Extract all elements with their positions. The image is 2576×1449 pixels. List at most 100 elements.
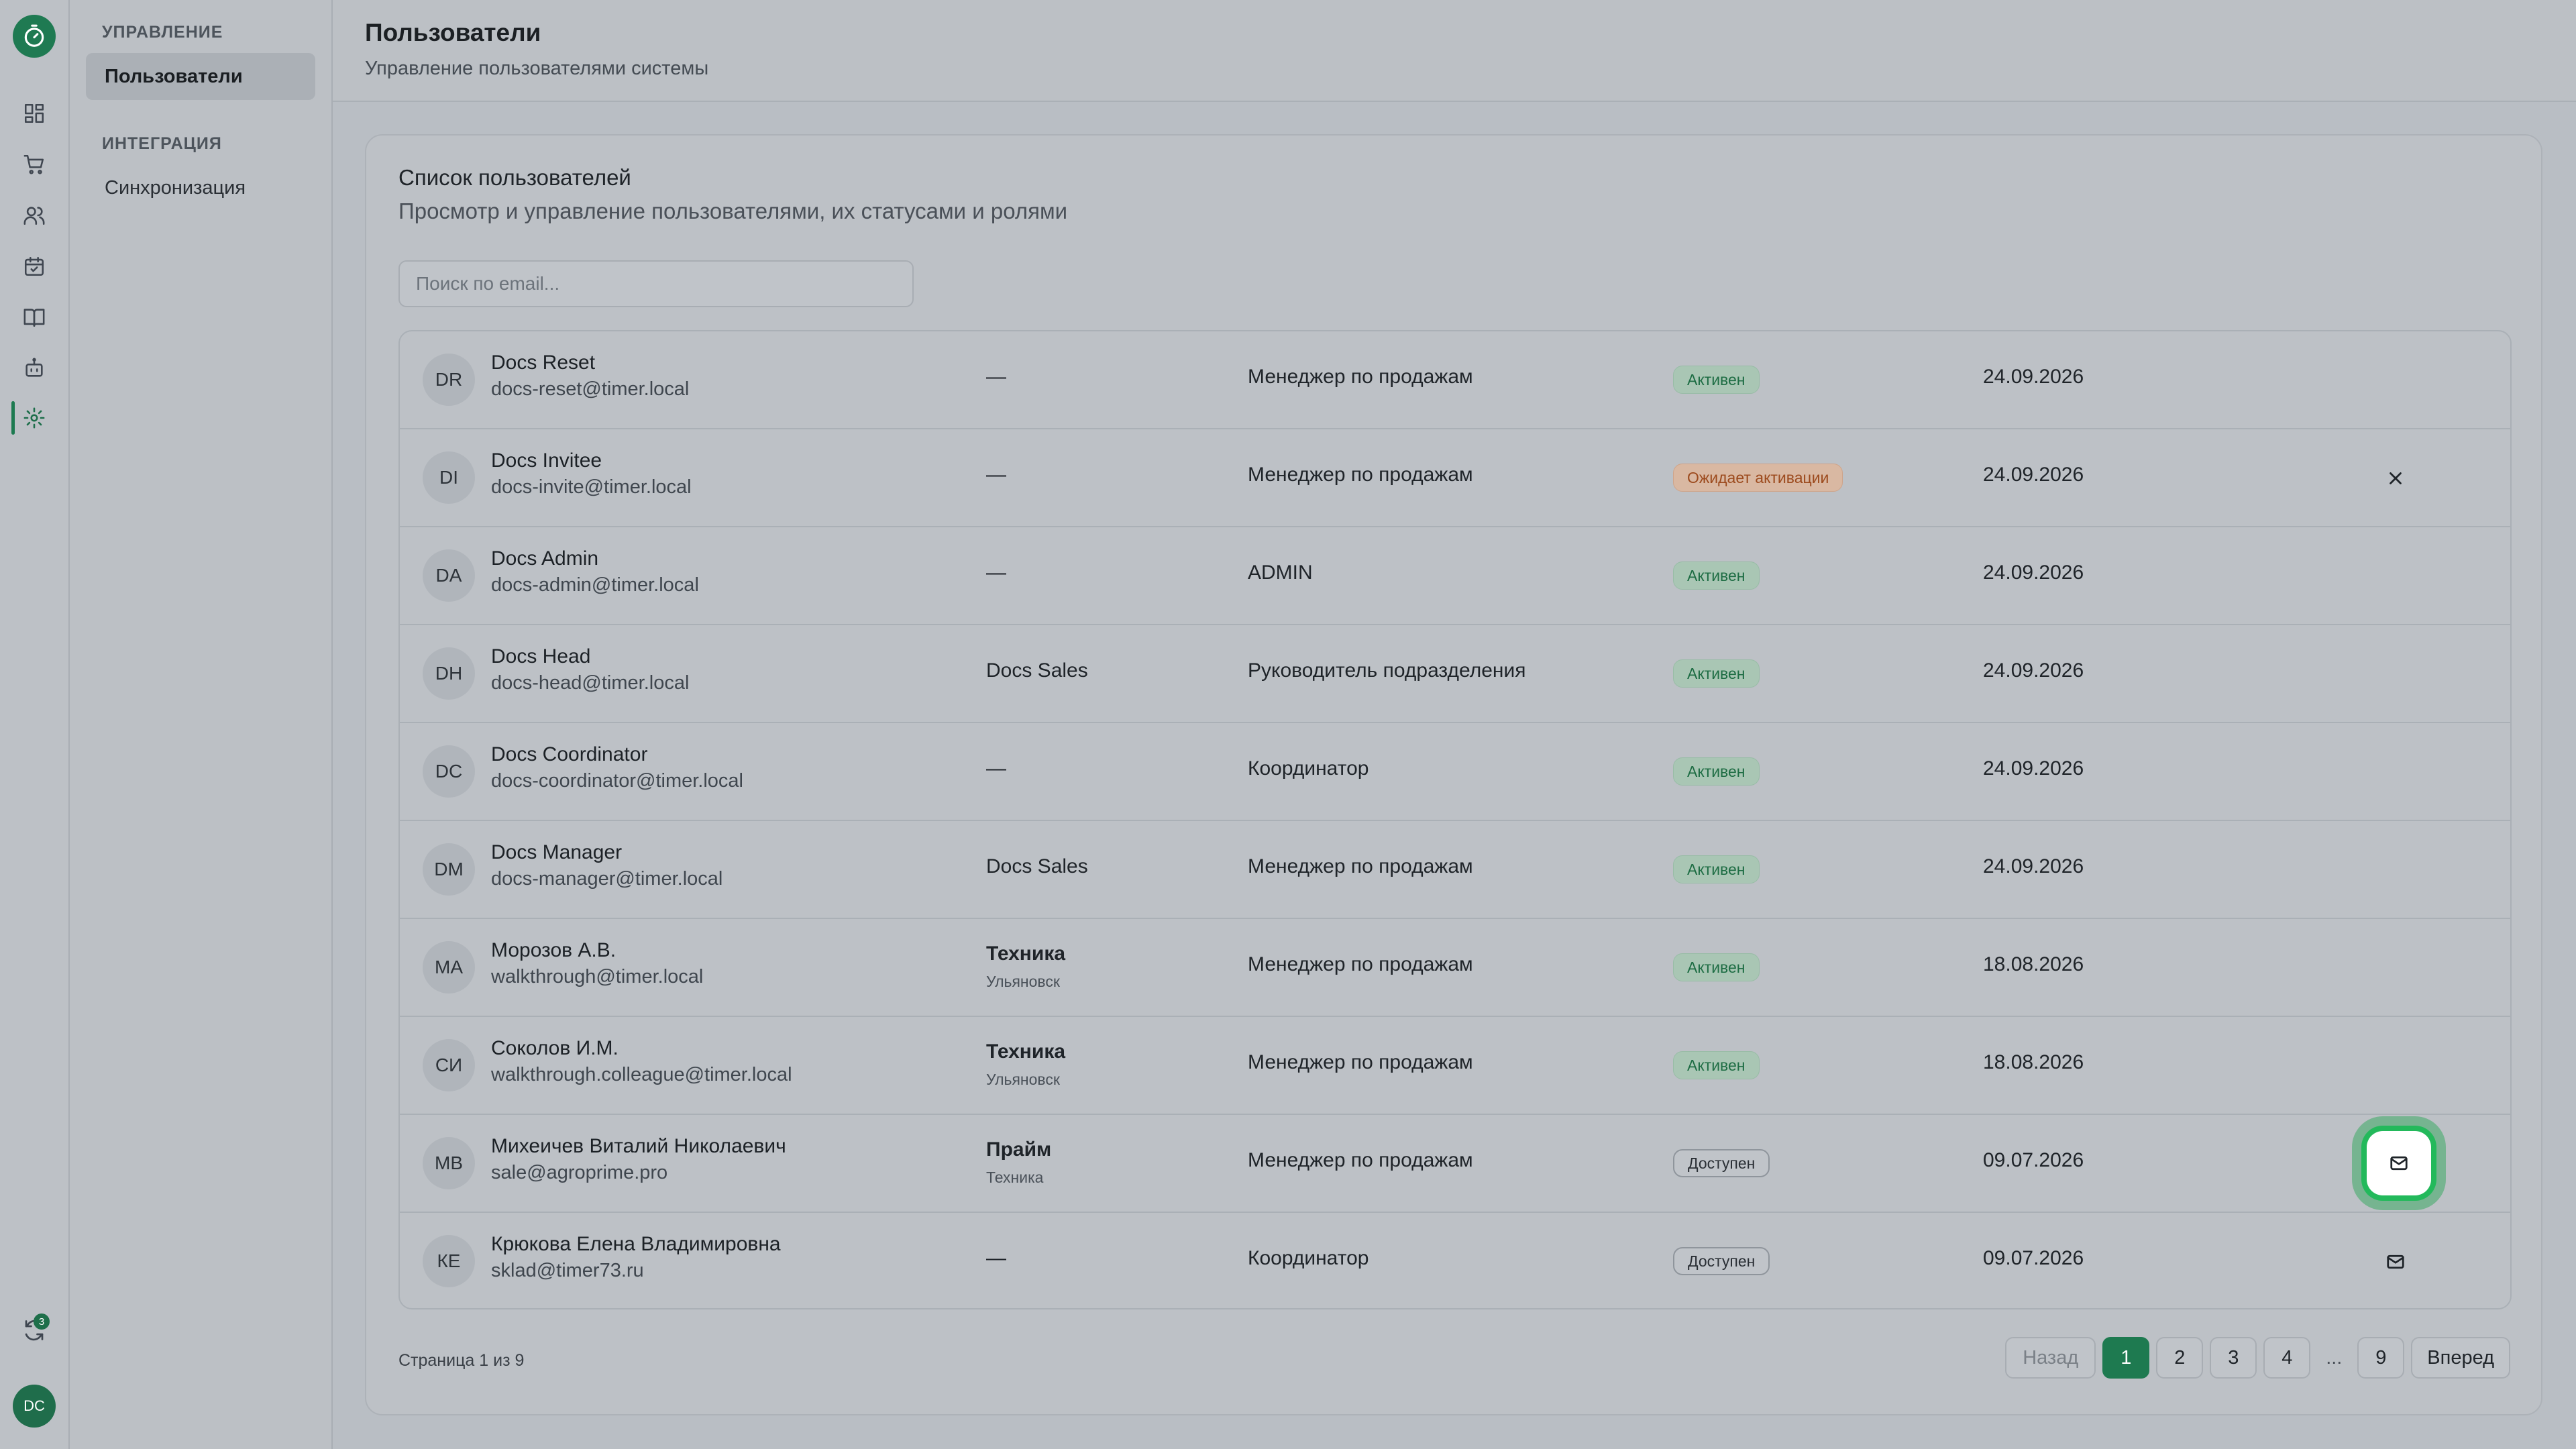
user-department: — [986, 1247, 1006, 1269]
timer-logo-icon[interactable] [13, 15, 56, 58]
status-badge: Активен [1673, 757, 1760, 786]
status-badge: Активен [1673, 855, 1760, 883]
user-name: Docs Admin [491, 547, 599, 570]
dashboard-icon[interactable] [17, 97, 51, 130]
avatar: СИ [423, 1039, 475, 1091]
users-icon[interactable] [17, 199, 51, 232]
email-search-input[interactable] [398, 260, 914, 307]
page-button-2[interactable]: 2 [2156, 1337, 2204, 1379]
user-date: 24.09.2026 [1983, 366, 2084, 388]
user-date: 18.08.2026 [1983, 953, 2084, 975]
users-table: DR Docs Reset docs-reset@timer.local — Менед… [398, 330, 2512, 1309]
user-email: docs-invite@timer.local [491, 476, 692, 498]
user-date: 18.08.2026 [1983, 1051, 2084, 1073]
calendar-icon[interactable] [17, 250, 51, 283]
user-department: — [986, 561, 1006, 584]
user-role: Руководитель подразделения [1248, 659, 1526, 682]
user-name: Крюкова Елена Владимировна [491, 1233, 781, 1255]
pagination-ellipsis: ... [2326, 1346, 2343, 1368]
status-badge: Активен [1673, 953, 1760, 981]
sync-icon[interactable]: 3 [17, 1313, 51, 1347]
avatar: DC [423, 745, 475, 798]
user-avatar[interactable]: DC [13, 1385, 56, 1428]
table-row[interactable]: КЕ Крюкова Елена Владимировна sklad@timer7… [400, 1213, 2510, 1308]
avatar: DI [423, 451, 475, 504]
status-badge: Активен [1673, 1051, 1760, 1079]
table-row[interactable]: DC Docs Coordinator docs-coordinator@timer… [400, 723, 2510, 821]
user-email: docs-reset@timer.local [491, 378, 690, 400]
user-department-sub: Ульяновск [986, 1071, 1060, 1088]
sidebar-item-sync[interactable]: Синхронизация [105, 176, 246, 199]
user-role: ADMIN [1248, 561, 1313, 584]
user-email: walkthrough@timer.local [491, 966, 704, 987]
page-info: Страница 1 из 9 [398, 1351, 525, 1370]
user-date: 24.09.2026 [1983, 561, 2084, 584]
revoke-invite-close-icon[interactable] [2379, 462, 2412, 495]
user-role: Координатор [1248, 757, 1369, 780]
user-department-sub: Ульяновск [986, 973, 1060, 990]
table-row[interactable]: СИ Соколов И.М. walkthrough.colleague@time… [400, 1017, 2510, 1115]
user-email: docs-coordinator@timer.local [491, 770, 743, 792]
cart-icon[interactable] [17, 148, 51, 181]
user-email: docs-manager@timer.local [491, 868, 723, 890]
user-role: Менеджер по продажам [1248, 1051, 1473, 1073]
user-email: sklad@timer73.ru [491, 1260, 644, 1281]
user-role: Менеджер по продажам [1248, 855, 1473, 877]
user-department-sub: Техника [986, 1169, 1044, 1186]
user-department: Техника [986, 1040, 1066, 1063]
user-department: Docs Sales [986, 855, 1088, 877]
gear-icon[interactable] [17, 401, 51, 435]
table-row[interactable]: DH Docs Head docs-head@timer.local Docs Sal… [400, 625, 2510, 723]
table-row[interactable]: МА Морозов А.В. walkthrough@timer.local Тех… [400, 919, 2510, 1017]
card-description: Просмотр и управление пользователями, их… [398, 199, 1068, 223]
page-button-1[interactable]: 1 [2102, 1337, 2150, 1379]
book-icon[interactable] [17, 301, 51, 334]
avatar: DM [423, 843, 475, 896]
sidebar-item-users[interactable]: Пользователи [86, 53, 315, 100]
bot-icon[interactable] [17, 352, 51, 385]
user-name: Docs Reset [491, 352, 596, 374]
user-role: Менеджер по продажам [1248, 464, 1473, 486]
user-name: Docs Manager [491, 841, 623, 863]
user-name: Docs Invitee [491, 449, 602, 472]
settings-sidebar: УПРАВЛЕНИЕ Пользователи ИНТЕГРАЦИЯ Синхр… [70, 0, 333, 1449]
card-title: Список пользователей [398, 165, 631, 190]
user-date: 24.09.2026 [1983, 757, 2084, 780]
next-page-button[interactable]: Вперед [2411, 1337, 2510, 1379]
page-button-9[interactable]: 9 [2357, 1337, 2405, 1379]
user-name: Docs Coordinator [491, 743, 648, 765]
user-role: Менеджер по продажам [1248, 1149, 1473, 1171]
user-department: Docs Sales [986, 659, 1088, 682]
active-indicator [11, 401, 15, 435]
avatar: DR [423, 354, 475, 406]
section-label-integration: ИНТЕГРАЦИЯ [102, 134, 222, 153]
user-name: Соколов И.М. [491, 1037, 619, 1059]
prev-page-button[interactable]: Назад [2005, 1337, 2096, 1379]
status-badge: Активен [1673, 659, 1760, 688]
send-invite-mail-icon[interactable] [2379, 1245, 2412, 1279]
user-email: docs-head@timer.local [491, 672, 690, 694]
avatar: DA [423, 549, 475, 602]
user-email: docs-admin@timer.local [491, 574, 699, 596]
user-date: 09.07.2026 [1983, 1149, 2084, 1171]
page-subtitle: Управление пользователями системы [365, 58, 709, 79]
page-button-3[interactable]: 3 [2210, 1337, 2257, 1379]
table-row[interactable]: DR Docs Reset docs-reset@timer.local — Менед… [400, 331, 2510, 429]
table-row[interactable]: DI Docs Invitee docs-invite@timer.local — Ме… [400, 429, 2510, 527]
user-email: walkthrough.colleague@timer.local [491, 1064, 792, 1085]
user-role: Менеджер по продажам [1248, 953, 1473, 975]
section-label-manage: УПРАВЛЕНИЕ [102, 23, 223, 42]
page-button-4[interactable]: 4 [2263, 1337, 2311, 1379]
resend-invite-mail-icon[interactable] [2367, 1131, 2431, 1195]
table-row[interactable]: DA Docs Admin docs-admin@timer.local — ADMIN… [400, 527, 2510, 625]
avatar: КЕ [423, 1235, 475, 1287]
user-name: Морозов А.В. [491, 939, 616, 961]
user-department: — [986, 757, 1006, 780]
user-email: sale@agroprime.pro [491, 1162, 668, 1183]
table-row[interactable]: МВ Михеичев Виталий Николаевич sale@agropr… [400, 1115, 2510, 1213]
table-row[interactable]: DM Docs Manager docs-manager@timer.local Do… [400, 821, 2510, 919]
user-role: Менеджер по продажам [1248, 366, 1473, 388]
user-date: 24.09.2026 [1983, 855, 2084, 877]
user-date: 24.09.2026 [1983, 659, 2084, 682]
page-header: Пользователи Управление пользователями с… [333, 0, 2576, 102]
